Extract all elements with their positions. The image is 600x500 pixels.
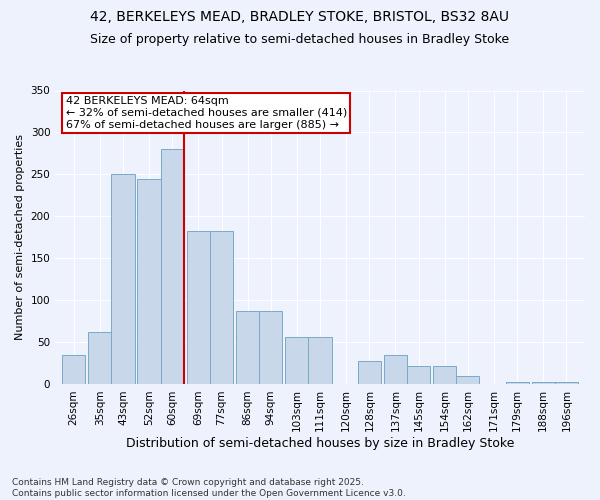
Bar — [236, 312, 259, 384]
Bar — [457, 376, 479, 384]
Bar — [308, 336, 332, 384]
Text: Contains HM Land Registry data © Crown copyright and database right 2025.
Contai: Contains HM Land Registry data © Crown c… — [12, 478, 406, 498]
Text: 42 BERKELEYS MEAD: 64sqm
← 32% of semi-detached houses are smaller (414)
67% of : 42 BERKELEYS MEAD: 64sqm ← 32% of semi-d… — [66, 96, 347, 130]
X-axis label: Distribution of semi-detached houses by size in Bradley Stoke: Distribution of semi-detached houses by … — [126, 437, 514, 450]
Bar — [62, 355, 85, 384]
Y-axis label: Number of semi-detached properties: Number of semi-detached properties — [15, 134, 25, 340]
Bar — [161, 150, 184, 384]
Text: Size of property relative to semi-detached houses in Bradley Stoke: Size of property relative to semi-detach… — [91, 32, 509, 46]
Bar — [187, 231, 210, 384]
Bar — [259, 312, 283, 384]
Bar — [210, 231, 233, 384]
Bar — [407, 366, 430, 384]
Bar — [286, 336, 308, 384]
Text: 42, BERKELEYS MEAD, BRADLEY STOKE, BRISTOL, BS32 8AU: 42, BERKELEYS MEAD, BRADLEY STOKE, BRIST… — [91, 10, 509, 24]
Bar — [137, 178, 161, 384]
Bar — [433, 366, 457, 384]
Bar — [358, 361, 381, 384]
Bar — [532, 382, 555, 384]
Bar — [506, 382, 529, 384]
Bar — [88, 332, 112, 384]
Bar — [384, 355, 407, 384]
Bar — [112, 174, 134, 384]
Bar — [555, 382, 578, 384]
